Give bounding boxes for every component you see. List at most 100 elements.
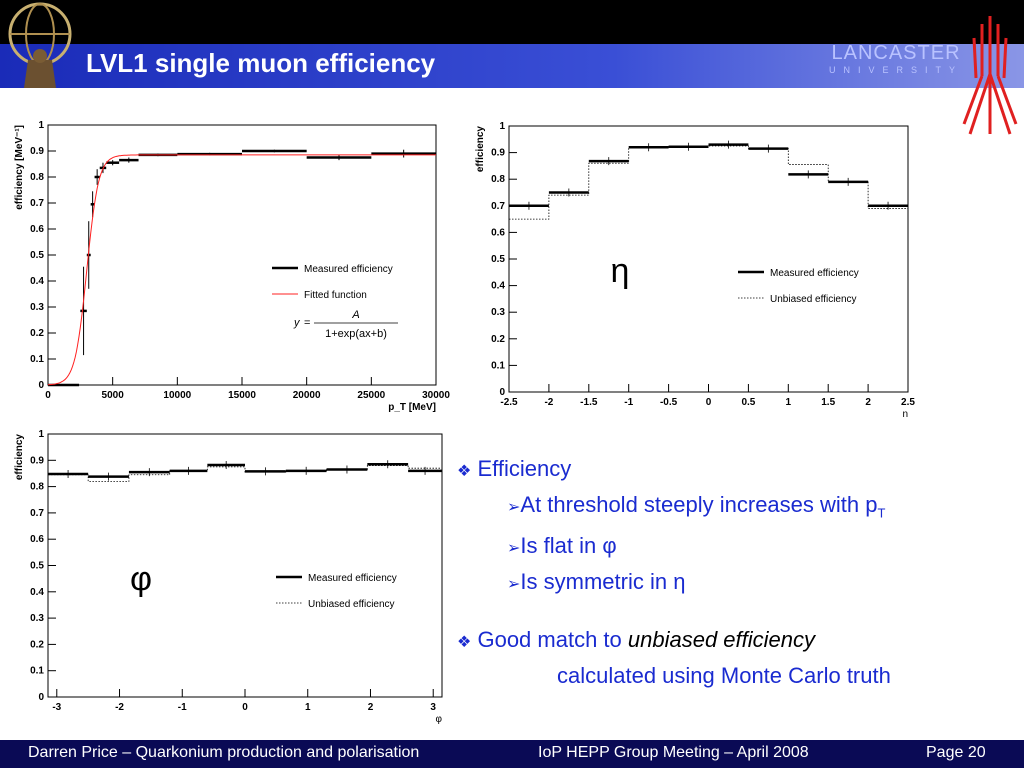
arrow-bullet-icon: ➢	[507, 499, 521, 516]
diamond-bullet-icon: ❖	[457, 463, 472, 480]
y-tick-label: 1	[38, 120, 44, 131]
bullet-text: At threshold steeply increases with p	[520, 492, 878, 517]
footer-event: IoP HEPP Group Meeting – April 2008	[538, 744, 809, 761]
y-tick-label: 1	[499, 121, 505, 132]
y-tick-label: 0	[38, 692, 44, 703]
formula-numerator: A	[351, 309, 359, 321]
x-tick-label: 2.5	[901, 397, 915, 408]
footer-page: Page 20	[926, 744, 986, 761]
y-tick-label: 0.8	[30, 482, 44, 493]
lancaster-sub: UNIVERSITY	[828, 65, 963, 75]
title-bar	[0, 44, 1024, 88]
footer-author: Darren Price – Quarkonium production and…	[28, 744, 420, 761]
top-black-bar	[0, 0, 1024, 44]
y-tick-label: 0.8	[30, 172, 44, 183]
x-tick-label: -1	[178, 702, 187, 713]
y-tick-label: 0.1	[30, 666, 44, 677]
y-tick-label: 0.3	[30, 613, 44, 624]
y-tick-label: 0.4	[30, 587, 44, 598]
x-tick-label: -2	[115, 702, 124, 713]
x-tick-label: -0.5	[660, 397, 678, 408]
phi-efficiency-chart: 0 0.1 0.2 0.3 0.4 0.5 0.6 0.7 0.8 0.9 1 -3 -2 -1 0 1 2 3 e…	[14, 429, 443, 725]
x-axis-label: φ	[436, 714, 443, 725]
x-axis-label: η	[902, 409, 908, 417]
legend-label: Fitted function	[304, 290, 367, 301]
bullet-good-match-cont: calculated using Monte Carlo truth	[557, 663, 891, 689]
y-tick-label: 0.1	[491, 360, 505, 371]
y-axis-label: efficiency [MeV⁻¹]	[14, 125, 25, 210]
formula-eq: =	[304, 317, 310, 329]
bullet-good-match: ❖ Good match to unbiased efficiency	[455, 623, 1020, 659]
bullet-efficiency: ❖ Efficiency	[455, 452, 1020, 488]
diamond-bullet-icon: ❖	[457, 634, 472, 652]
x-tick-label: -2	[544, 397, 553, 408]
y-tick-label: 0.5	[491, 254, 505, 265]
bullet-italic-text: unbiased efficiency	[627, 627, 816, 653]
plot-annotation-symbol: η	[611, 252, 630, 290]
footer: Darren Price – Quarkonium production and…	[0, 740, 1024, 768]
sub-bullet-flat-phi: ➢Is flat in φ	[455, 529, 1020, 565]
legend-label: Unbiased efficiency	[308, 599, 395, 610]
subscript-t: T	[877, 505, 886, 521]
x-tick-label: -2.5	[500, 397, 518, 408]
y-tick-label: 0	[38, 380, 44, 391]
lancaster-logo: LANCASTER UNIVERSITY	[826, 42, 966, 75]
y-axis-label: efficiency	[14, 434, 25, 481]
x-tick-label: 0	[45, 390, 51, 401]
x-tick-label: 10000	[163, 390, 191, 401]
y-tick-label: 0.1	[30, 354, 44, 365]
bullet-list: ❖ Efficiency ➢At threshold steeply incre…	[455, 452, 1020, 692]
y-axis-label: efficiency	[475, 126, 486, 173]
bullet-text: Is flat in φ	[520, 533, 617, 559]
x-tick-label: -1.5	[580, 397, 598, 408]
legend-label: Unbiased efficiency	[770, 294, 857, 305]
y-tick-label: 0.4	[491, 281, 505, 292]
x-tick-label: 20000	[293, 390, 321, 401]
x-axis-label: p_T [MeV]	[388, 402, 436, 413]
formula-y: y	[293, 317, 301, 329]
fitted-function-line	[47, 154, 436, 386]
bullet-text: Good match to	[477, 627, 628, 653]
arrow-bullet-icon: ➢	[507, 540, 521, 558]
lancaster-emblem-icon	[962, 16, 1018, 135]
x-tick-label: 3	[430, 702, 436, 713]
formula-denominator: 1+exp(ax+b)	[325, 328, 387, 340]
y-tick-label: 1	[38, 429, 44, 440]
x-tick-label: 0.5	[741, 397, 755, 408]
sub-bullet-symmetric-eta: ➢Is symmetric in η	[455, 565, 1020, 601]
y-tick-label: 0.7	[30, 198, 44, 209]
legend-label: Measured efficiency	[770, 268, 859, 279]
y-tick-label: 0.7	[491, 201, 505, 212]
y-tick-label: 0.2	[30, 639, 44, 650]
y-tick-label: 0.2	[491, 334, 505, 345]
bullet-text: Efficiency	[477, 456, 572, 481]
y-tick-label: 0.9	[30, 146, 44, 157]
x-tick-label: -3	[52, 702, 61, 713]
y-tick-label: 0.9	[30, 455, 44, 466]
y-tick-label: 0.6	[30, 224, 44, 235]
y-tick-label: 0.6	[30, 534, 44, 545]
atlas-logo	[8, 2, 72, 88]
arrow-bullet-icon: ➢	[507, 576, 521, 594]
x-tick-label: 1.5	[821, 397, 835, 408]
x-tick-label: 1	[786, 397, 792, 408]
plot-frame	[47, 433, 443, 698]
x-tick-label: 0	[706, 397, 712, 408]
eta-efficiency-chart: 0 0.1 0.2 0.3 0.4 0.5 0.6 0.7 0.8 0.9 1 -2.5 -2 -1.5 -…	[475, 121, 915, 417]
y-tick-label: 0	[499, 387, 505, 398]
x-tick-label: 2	[368, 702, 374, 713]
x-tick-label: 15000	[228, 390, 256, 401]
y-tick-label: 0.5	[30, 250, 44, 261]
x-tick-label: 5000	[102, 390, 125, 401]
y-tick-label: 0.4	[30, 276, 44, 287]
x-tick-label: 0	[242, 702, 248, 713]
bullet-text: Is symmetric in η	[520, 569, 686, 595]
plot-frame	[47, 124, 437, 386]
plot-frame	[508, 125, 909, 393]
y-tick-label: 0.3	[30, 302, 44, 313]
lancaster-name: LANCASTER	[831, 42, 961, 64]
y-tick-label: 0.2	[30, 328, 44, 339]
unbiased-efficiency-line	[48, 465, 442, 482]
x-tick-label: 1	[305, 702, 311, 713]
sub-bullet-threshold: ➢At threshold steeply increases with pT	[455, 488, 1020, 529]
